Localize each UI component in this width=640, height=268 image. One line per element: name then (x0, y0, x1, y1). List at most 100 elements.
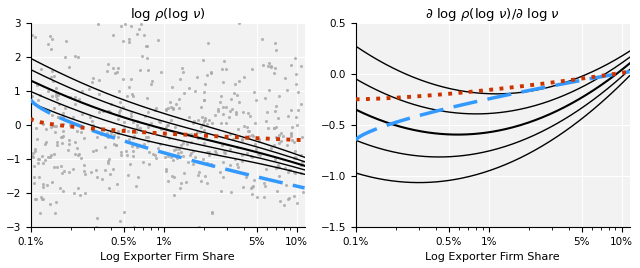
Point (102, 131, 112, 135)
Point (176, 143, 186, 147)
Point (199, 140, 209, 145)
Point (260, 119, 271, 123)
Point (238, 110, 248, 114)
Point (102, 69, 113, 74)
Point (76, 193, 86, 197)
Point (46, 153, 56, 157)
Point (199, 98, 209, 102)
Point (195, 130, 205, 134)
Point (97, 177, 107, 182)
Point (234, 100, 244, 104)
Point (58, 189, 68, 193)
Point (52, 140, 63, 144)
Point (58, 111, 68, 116)
Point (163, 154, 173, 158)
Point (51, 130, 61, 134)
Point (42, 183, 52, 187)
Point (200, 82, 211, 86)
Point (45, 202, 55, 206)
Point (243, 125, 253, 129)
Point (161, 107, 172, 111)
Point (163, 106, 173, 110)
Point (51, 94, 61, 98)
Point (284, 196, 294, 200)
Point (292, 201, 302, 205)
Point (197, 115, 207, 120)
Point (127, 144, 138, 148)
Point (124, 173, 134, 177)
Point (276, 138, 286, 143)
Point (79, 163, 89, 167)
Point (270, 157, 280, 162)
Point (198, 98, 209, 102)
Point (64, 138, 74, 143)
Point (289, 156, 300, 161)
Point (274, 141, 284, 145)
Point (202, 150, 212, 154)
Point (291, 149, 301, 153)
Point (45, 75, 56, 79)
Point (113, 66, 124, 70)
Point (106, 131, 116, 135)
Point (239, 75, 249, 79)
Point (272, 188, 282, 193)
Point (248, 134, 258, 138)
Point (264, 61, 275, 66)
Point (32, 83, 42, 87)
Point (142, 44, 152, 48)
Point (105, 172, 115, 176)
Point (188, 162, 198, 166)
Point (166, 85, 177, 89)
Point (147, 79, 157, 83)
Point (29, 164, 39, 169)
Point (60, 106, 70, 110)
Point (204, 150, 214, 154)
Point (126, 111, 136, 116)
Point (205, 162, 216, 166)
Point (128, 120, 138, 124)
Point (58, 129, 68, 133)
Point (102, 62, 113, 67)
Point (136, 22, 147, 26)
Point (233, 127, 243, 132)
Point (246, 154, 256, 158)
Point (115, 219, 125, 224)
Point (237, 138, 247, 142)
Point (218, 111, 228, 116)
Point (298, 190, 308, 194)
Point (76, 155, 86, 160)
Point (225, 132, 236, 136)
Title: log $\rho$(log $\nu$): log $\rho$(log $\nu$) (130, 6, 205, 23)
Point (286, 134, 296, 139)
Point (56, 135, 66, 139)
Point (246, 192, 257, 196)
Point (255, 152, 265, 157)
Point (38, 182, 48, 186)
Point (167, 173, 177, 178)
Point (70, 95, 81, 99)
Point (128, 154, 138, 158)
Point (79, 169, 90, 173)
Point (161, 169, 171, 173)
Point (49, 124, 59, 128)
Point (44, 89, 54, 93)
Point (73, 153, 83, 158)
Point (246, 155, 257, 159)
Point (273, 94, 284, 98)
Point (188, 121, 198, 125)
Point (202, 122, 212, 126)
Point (177, 153, 188, 158)
Point (188, 148, 198, 153)
Point (80, 172, 90, 176)
Point (146, 82, 156, 86)
Point (213, 109, 223, 113)
Point (70, 54, 81, 58)
Point (179, 91, 189, 95)
Point (216, 94, 227, 98)
Point (129, 134, 139, 139)
Point (125, 24, 136, 28)
Point (190, 89, 200, 93)
Point (47, 180, 57, 184)
Point (113, 135, 124, 139)
Point (49, 165, 59, 169)
